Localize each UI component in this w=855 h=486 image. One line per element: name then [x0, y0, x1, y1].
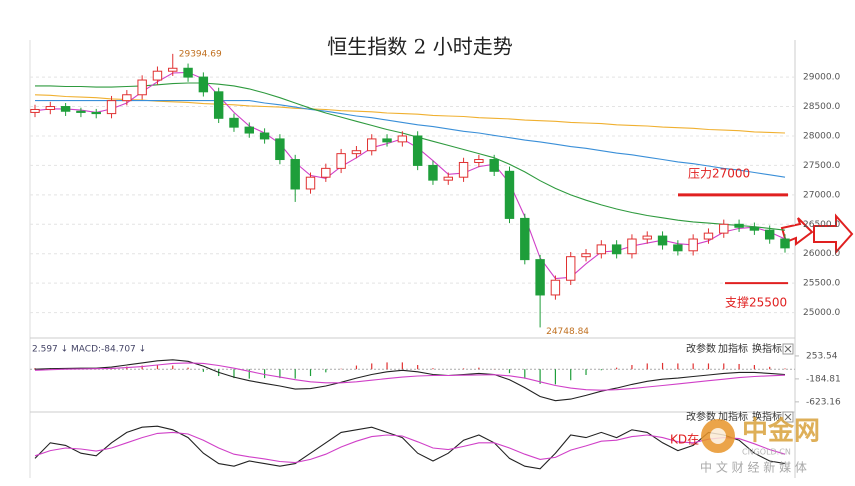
- candle-body: [764, 229, 775, 240]
- y-tick-label: 28000.0: [803, 131, 840, 141]
- y-tick-label: 28500.0: [803, 102, 840, 112]
- indicator-header: 2.597 ↓ MACD:-84.707 ↓: [32, 345, 146, 355]
- candle-body: [397, 135, 408, 143]
- candle-body: [443, 176, 453, 181]
- button[interactable]: 改参数: [686, 410, 716, 423]
- candle-body: [596, 244, 607, 255]
- button[interactable]: 改参数: [686, 342, 716, 355]
- candle-body: [673, 244, 683, 252]
- candle-body: [336, 153, 346, 169]
- candle-body: [780, 238, 790, 249]
- y-tick-label: 29000.0: [803, 73, 840, 83]
- low-label: 24748.84: [546, 327, 589, 337]
- candle-body: [122, 94, 132, 102]
- y-tick-label: 253.54: [806, 351, 838, 361]
- arrow: [813, 213, 854, 255]
- button[interactable]: 加指标: [718, 410, 748, 423]
- candle-body: [259, 132, 270, 140]
- y-tick-label: 25000.0: [803, 308, 840, 318]
- candle-body: [749, 226, 760, 231]
- button[interactable]: 加指标: [718, 342, 748, 355]
- candle-body: [137, 79, 147, 96]
- candle-body: [60, 106, 71, 112]
- candle-body: [428, 164, 438, 181]
- candle-body: [106, 100, 117, 115]
- candle-body: [321, 167, 331, 178]
- y-tick-label: 26500.0: [803, 220, 840, 230]
- candle-body: [489, 159, 499, 172]
- logo-text: 中金网: [742, 416, 820, 447]
- support-label: 支撑25500: [725, 295, 787, 310]
- candle-body: [688, 238, 698, 252]
- candle-body: [642, 235, 652, 240]
- candle-body: [168, 67, 178, 72]
- close-icon: [784, 345, 792, 353]
- candle-body: [183, 67, 193, 78]
- candle-body: [76, 110, 86, 113]
- candle-body: [719, 223, 729, 234]
- y-tick-label: -623.16: [806, 397, 841, 407]
- candle-body: [581, 253, 591, 258]
- candle-body: [703, 232, 714, 240]
- moving-average: [35, 100, 786, 178]
- candle-body: [213, 91, 224, 119]
- candle-body: [474, 159, 484, 163]
- dif-line: [34, 359, 786, 402]
- close-icon: [784, 413, 792, 421]
- button[interactable]: 换指标: [752, 410, 782, 423]
- candle-body: [198, 76, 209, 93]
- y-tick-label: 26000.0: [803, 249, 840, 259]
- candle-body: [566, 256, 576, 281]
- candle-body: [244, 126, 254, 134]
- chart-title: 恒生指数 2 小时走势: [327, 35, 512, 59]
- candle-body: [458, 161, 469, 178]
- candle-body: [520, 217, 530, 261]
- moving-average: [35, 82, 786, 231]
- candle-body: [535, 259, 545, 296]
- button[interactable]: 换指标: [752, 342, 782, 355]
- dea-line: [34, 362, 786, 391]
- k-line: [34, 425, 786, 470]
- watermark: 中金网 CNGOLD.CN 中 文 财 经 新 媒 体: [700, 416, 820, 475]
- candle-body: [152, 70, 163, 81]
- logo-site: CNGOLD.CN: [742, 448, 791, 457]
- logo-icon: [710, 428, 726, 444]
- candle-body: [657, 235, 668, 246]
- candle-body: [412, 135, 423, 166]
- indicator-label: KD在: [670, 433, 699, 447]
- candle-body: [91, 111, 101, 115]
- candle-body: [367, 138, 377, 152]
- y-tick-label: 25500.0: [803, 279, 840, 289]
- y-tick-label: -184.81: [806, 374, 841, 384]
- candle-body: [229, 117, 239, 128]
- candle-body: [550, 279, 561, 296]
- candle-body: [382, 138, 392, 143]
- candle-body: [45, 106, 56, 110]
- resistance-label: 压力27000: [688, 166, 750, 180]
- logo-tagline: 中 文 财 经 新 媒 体: [700, 460, 807, 475]
- candle-body: [30, 108, 40, 113]
- d-line: [34, 431, 786, 464]
- moving-average: [34, 94, 786, 134]
- candle-body: [504, 170, 515, 219]
- candle-body: [351, 150, 362, 155]
- y-tick-label: 27500.0: [803, 161, 840, 171]
- high-label: 29394.69: [179, 49, 222, 59]
- y-tick-label: 27000.0: [803, 190, 840, 200]
- candle-body: [290, 159, 300, 190]
- candle-body: [611, 244, 622, 255]
- candle-body: [734, 223, 744, 228]
- candle-body: [305, 176, 316, 190]
- candle-body: [627, 238, 637, 255]
- candle-body: [275, 138, 285, 161]
